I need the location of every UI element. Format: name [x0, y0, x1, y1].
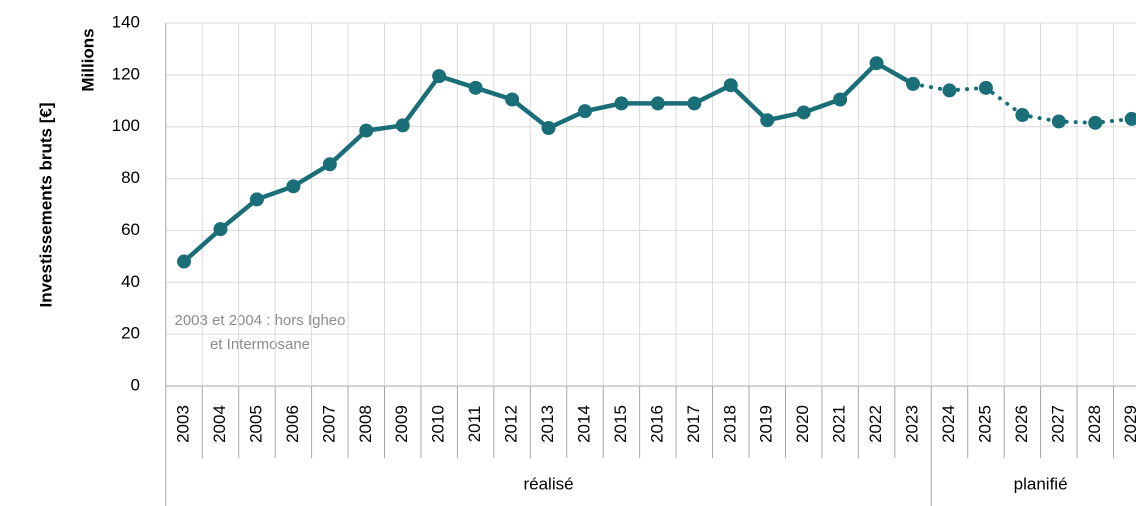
data-point: [906, 76, 921, 91]
data-point: [1088, 115, 1103, 130]
x-tick-label: 2014: [574, 405, 593, 443]
y-tick-label: 80: [121, 168, 140, 187]
data-point: [833, 92, 848, 107]
y-tick-label: 120: [112, 64, 140, 83]
x-tick-label: 2017: [684, 405, 703, 443]
x-tick-label: 2003: [174, 405, 193, 443]
data-point: [687, 96, 702, 111]
data-point: [468, 80, 483, 95]
group-label: réalisé: [523, 474, 573, 493]
x-tick-label: 2023: [903, 405, 922, 443]
x-tick-label: 2007: [319, 405, 338, 443]
data-point: [942, 83, 957, 98]
group-label: planifié: [1014, 474, 1068, 493]
y-tick-label: 100: [112, 116, 140, 135]
y-tick-label: 60: [121, 220, 140, 239]
x-tick-label: 2021: [830, 405, 849, 443]
x-tick-label: 2005: [246, 405, 265, 443]
data-point: [869, 56, 884, 71]
x-tick-label: 2026: [1012, 405, 1031, 443]
x-tick-label: 2027: [1048, 405, 1067, 443]
data-point: [322, 157, 337, 172]
x-tick-label: 2022: [866, 405, 885, 443]
annotation: et Intermosane: [210, 336, 310, 353]
data-point: [359, 123, 374, 138]
data-point: [760, 113, 775, 128]
data-point: [1124, 111, 1136, 126]
x-tick-label: 2010: [429, 405, 448, 443]
data-point: [177, 254, 192, 269]
x-tick-label: 2011: [465, 406, 484, 443]
y-axis-unit: Millions: [78, 28, 97, 91]
y-axis-title: Investissements bruts [€]: [36, 102, 55, 307]
x-tick-label: 2019: [757, 405, 776, 443]
x-tick-label: 2012: [502, 405, 521, 443]
data-point: [432, 69, 447, 84]
data-point: [541, 121, 556, 136]
data-point: [249, 192, 264, 207]
data-point: [796, 105, 811, 120]
annotation: 2003 et 2004 : hors Igheo: [175, 312, 346, 329]
x-tick-label: 2013: [538, 405, 557, 443]
y-tick-label: 0: [131, 375, 140, 394]
x-tick-label: 2024: [939, 405, 958, 443]
data-point: [1051, 114, 1066, 129]
y-tick-label: 40: [121, 272, 140, 291]
data-point: [978, 80, 993, 95]
x-tick-label: 2018: [720, 405, 739, 443]
x-tick-label: 2006: [283, 405, 302, 443]
x-tick-label: 2028: [1085, 405, 1104, 443]
data-point: [395, 118, 410, 133]
x-tick-label: 2009: [392, 405, 411, 443]
y-tick-label: 20: [121, 324, 140, 343]
data-point: [1015, 108, 1030, 123]
x-tick-label: 2016: [647, 405, 666, 443]
x-tick-label: 2008: [356, 405, 375, 443]
data-point: [723, 78, 738, 93]
y-tick-label: 140: [112, 12, 140, 31]
data-point: [577, 104, 592, 119]
data-point: [505, 92, 520, 107]
x-tick-label: 2015: [611, 405, 630, 443]
data-point: [286, 179, 301, 194]
x-tick-label: 2004: [210, 405, 229, 443]
series-line: [181, 60, 916, 264]
data-point: [650, 96, 665, 111]
x-tick-label: 2029: [1121, 405, 1136, 443]
data-point: [213, 222, 228, 237]
x-tick-label: 2020: [793, 405, 812, 443]
x-tick-label: 2025: [975, 405, 994, 443]
data-point: [614, 96, 629, 111]
